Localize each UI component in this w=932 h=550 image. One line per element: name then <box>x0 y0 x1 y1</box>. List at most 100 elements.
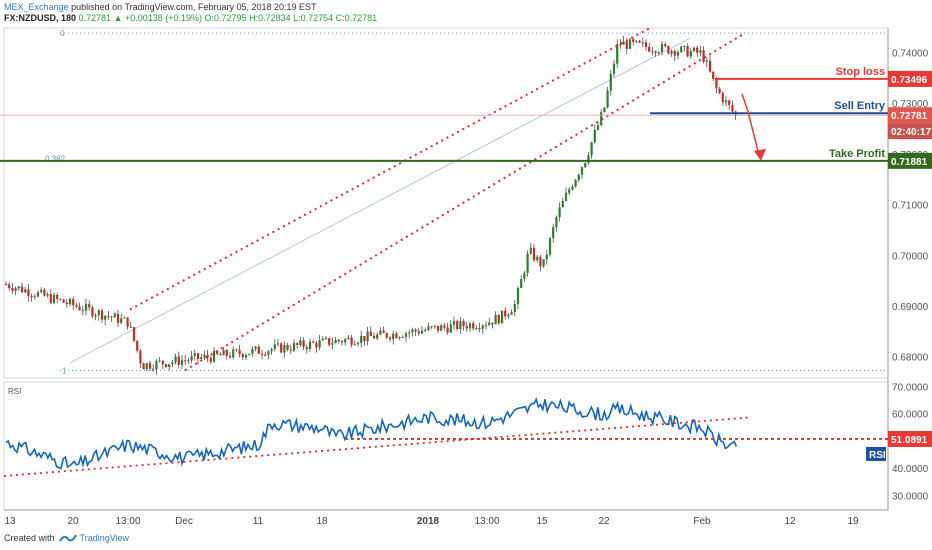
take-profit-tag: 0.71881 <box>891 157 928 168</box>
candle-body <box>264 354 267 356</box>
candle-body <box>225 349 228 356</box>
candle-body <box>724 100 728 103</box>
candle-body <box>641 42 644 44</box>
time-tick-label: 12 <box>784 516 796 527</box>
candle-body <box>203 354 206 358</box>
candle-body <box>708 60 712 72</box>
candle-body <box>126 317 129 327</box>
author-link[interactable]: MEX_Exchange <box>4 2 69 12</box>
published-text: published on TradingView.com, February 0… <box>71 2 317 12</box>
candle-body <box>315 342 318 348</box>
created-with-text: Created with <box>4 533 55 543</box>
candle-body <box>337 339 340 342</box>
candle-body <box>625 41 628 49</box>
candle-body <box>331 343 334 345</box>
candle-body <box>161 360 164 365</box>
candle-body <box>59 298 62 300</box>
candle-body <box>510 312 513 315</box>
candle-body <box>497 314 500 324</box>
footer: Created with TradingView <box>4 533 129 543</box>
candle-body <box>328 337 331 345</box>
candle-body <box>475 328 478 330</box>
candle-body <box>107 315 110 317</box>
candle-body <box>270 349 273 352</box>
candle-body <box>488 322 491 326</box>
rsi-series-line <box>5 397 738 470</box>
candle-body <box>292 343 296 351</box>
candle-body <box>232 349 235 358</box>
sell-entry-tag-bg <box>888 107 932 124</box>
candle-body <box>683 45 686 47</box>
forecast-arrowhead <box>754 148 766 161</box>
candle-body <box>235 349 238 351</box>
candle-body <box>680 46 683 53</box>
candle-body <box>440 325 443 331</box>
rsi-value-tag: 51.0891 <box>891 435 928 446</box>
candle-body <box>414 329 417 332</box>
candle-body <box>670 50 673 54</box>
candle-body <box>228 355 232 358</box>
candle-body <box>516 288 520 304</box>
candle-body <box>424 329 427 331</box>
candle-body <box>148 363 152 369</box>
candle-body <box>564 192 568 201</box>
candle-body <box>398 337 401 339</box>
candle-body <box>209 357 212 362</box>
candle-body <box>430 326 433 328</box>
candle-body <box>660 44 664 53</box>
symbol-info: FX:NZDUSD, 180 0.72781 ▲ +0.00138 (+0.19… <box>4 13 377 23</box>
candle-body <box>27 289 30 297</box>
candle-body <box>248 353 251 356</box>
rsi-value-tag-bg <box>888 430 932 447</box>
candle-body <box>177 356 180 365</box>
tradingview-logo-icon <box>58 534 77 542</box>
candle-body <box>654 51 657 54</box>
candle-body <box>113 313 116 318</box>
candle-body <box>244 355 248 358</box>
candle-body <box>520 279 523 289</box>
candle-body <box>500 310 504 324</box>
candle-body <box>88 303 91 308</box>
candle-body <box>33 296 36 298</box>
candle-body <box>158 360 161 362</box>
candle-body <box>206 354 209 358</box>
candle-body <box>68 299 72 305</box>
candle-body <box>296 343 299 345</box>
candle-body <box>436 325 440 331</box>
candle-body <box>104 315 107 320</box>
time-tick-label: Feb <box>693 516 711 527</box>
rsi-legend-tag-bg <box>866 446 886 461</box>
candle-body <box>372 335 376 339</box>
candle-body <box>632 39 635 42</box>
chart-canvas[interactable]: 0.740000.730000.720000.710000.700000.690… <box>0 0 932 530</box>
price-tick-label: 0.73000 <box>892 99 929 110</box>
candle-body <box>120 318 123 323</box>
candle-body <box>4 284 8 286</box>
candle-body <box>638 40 641 43</box>
candle-body <box>539 256 542 267</box>
candle-body <box>171 362 174 365</box>
candle-body <box>347 337 350 340</box>
candle-body <box>427 326 430 330</box>
candle-body <box>260 353 264 355</box>
candle-body <box>100 310 104 320</box>
candle-body <box>603 107 606 113</box>
candle-body <box>555 217 558 228</box>
stop-loss-tag: 0.73496 <box>891 75 928 86</box>
fib-trend-line <box>69 37 691 364</box>
channel-lower-line <box>184 32 746 372</box>
price-tick-label: 0.71000 <box>892 201 929 212</box>
rsi-tick-label: 30.0000 <box>892 491 929 502</box>
candle-body <box>462 320 465 327</box>
candle-body <box>411 329 414 333</box>
rsi-tick-label: 60.0000 <box>892 410 929 421</box>
candle-body <box>350 337 353 345</box>
candle-body <box>40 289 43 293</box>
fib-label-0382: 0.382 <box>45 154 66 163</box>
candle-body <box>702 50 705 62</box>
candle-body <box>276 343 280 345</box>
time-tick-label: 2018 <box>417 516 440 527</box>
candle-body <box>452 321 456 325</box>
rsi-tick-label: 70.0000 <box>892 382 929 393</box>
tradingview-brand[interactable]: TradingView <box>58 533 129 543</box>
